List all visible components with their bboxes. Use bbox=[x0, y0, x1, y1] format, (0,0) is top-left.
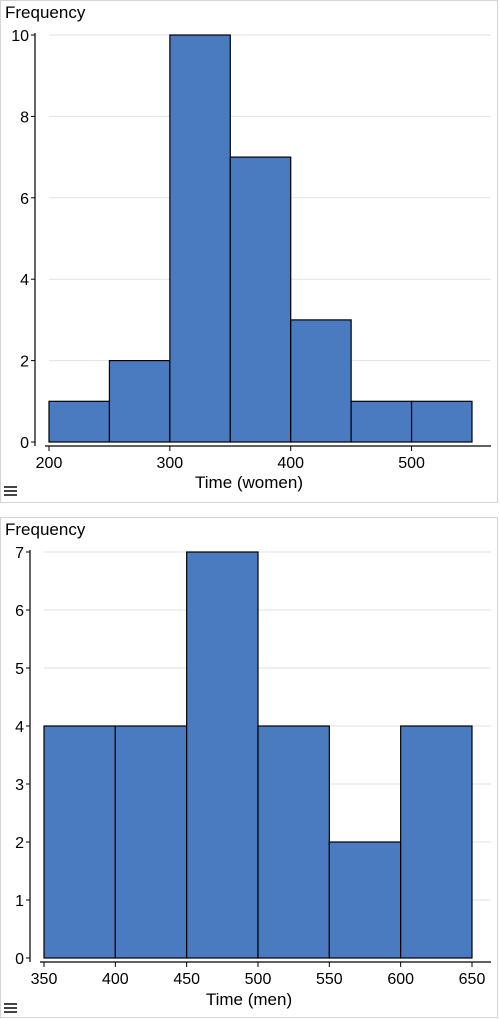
bar-men-450 bbox=[186, 551, 259, 959]
y-tick-label-men: 4 bbox=[15, 719, 24, 736]
y-tick-label-women: 0 bbox=[20, 435, 29, 452]
x-tick-label-men: 350 bbox=[31, 971, 58, 988]
y-axis-label-women: Frequency bbox=[5, 3, 86, 22]
bar-women-250 bbox=[108, 360, 171, 443]
x-axis-label-men: Time (men) bbox=[205, 990, 293, 1009]
bar-men-550 bbox=[328, 841, 402, 959]
histogram-women-chart: 0 2 4 6 8 10 200 300 400 500 bbox=[11, 28, 491, 472]
y-tick-label-men: 5 bbox=[15, 661, 24, 678]
bar-women-450 bbox=[350, 400, 413, 443]
bar-men-350 bbox=[43, 725, 116, 959]
y-tick-label-men: 3 bbox=[15, 777, 24, 794]
x-tick-label-men: 650 bbox=[459, 971, 486, 988]
x-tick-label-men: 600 bbox=[387, 971, 414, 988]
bar-men-600 bbox=[400, 725, 473, 959]
y-tick-label-men: 1 bbox=[15, 893, 24, 910]
bar-women-300 bbox=[169, 34, 231, 443]
y-tick-label-men: 2 bbox=[15, 835, 24, 852]
x-tick-label-men: 500 bbox=[245, 971, 272, 988]
bar-women-500 bbox=[410, 400, 473, 443]
hamburger-menu-icon[interactable] bbox=[3, 1001, 19, 1013]
bar-men-400 bbox=[114, 725, 188, 959]
y-tick-label-men: 6 bbox=[15, 603, 24, 620]
hamburger-menu-icon[interactable] bbox=[3, 484, 19, 496]
x-tick-label-men: 450 bbox=[173, 971, 200, 988]
y-tick-label-women: 4 bbox=[20, 272, 29, 289]
y-tick-label-women: 2 bbox=[20, 354, 29, 371]
histogram-men-panel: 0 1 2 3 4 5 6 7 350 400 450 500 550 600 650 Frequency … bbox=[0, 517, 498, 1018]
y-tick-label-women: 6 bbox=[20, 191, 29, 208]
bar-women-200 bbox=[48, 400, 111, 443]
x-tick-label-women: 400 bbox=[277, 455, 304, 472]
y-axis-label-men: Frequency bbox=[5, 520, 86, 539]
x-tick-label-women: 200 bbox=[36, 455, 63, 472]
y-tick-label-men: 0 bbox=[15, 951, 24, 968]
y-tick-label-men: 7 bbox=[15, 545, 24, 562]
bar-men-500 bbox=[257, 725, 330, 959]
y-tick-label-women: 8 bbox=[20, 109, 29, 126]
histogram-men-chart: 0 1 2 3 4 5 6 7 350 400 450 500 550 600 650 bbox=[15, 545, 491, 988]
bar-women-400 bbox=[290, 319, 352, 443]
histogram-women-panel: 0 2 4 6 8 10 200 300 400 500 Frequency Time (wome… bbox=[0, 0, 498, 503]
x-tick-label-men: 550 bbox=[316, 971, 343, 988]
y-tick-label-women: 10 bbox=[11, 28, 29, 45]
x-tick-label-women: 300 bbox=[157, 455, 184, 472]
x-tick-label-women: 500 bbox=[398, 455, 425, 472]
bar-women-350 bbox=[229, 156, 292, 443]
x-axis-label-women: Time (women) bbox=[195, 473, 303, 492]
x-tick-label-men: 400 bbox=[102, 971, 129, 988]
